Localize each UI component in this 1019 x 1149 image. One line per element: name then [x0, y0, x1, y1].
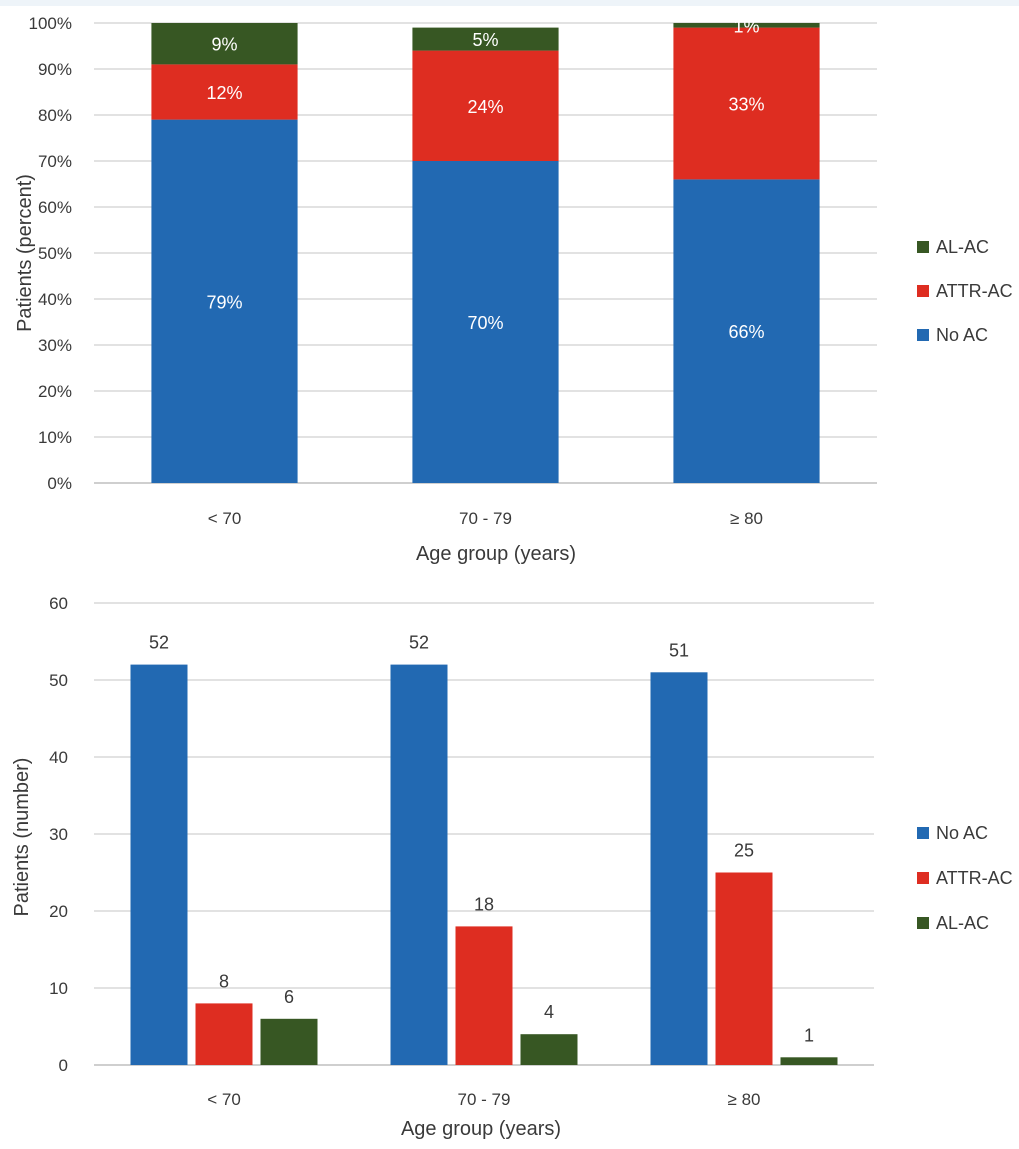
y-tick-label: 50 [49, 671, 68, 690]
bar-attr-ac [455, 926, 513, 1065]
bar-al-ac [260, 1018, 318, 1065]
data-label: 70% [467, 313, 503, 333]
legend-label: AL-AC [936, 237, 989, 257]
bar-no-ac [390, 664, 448, 1065]
y-tick-label: 10% [38, 428, 72, 447]
data-label: 52 [149, 633, 169, 653]
data-label: 5% [472, 30, 498, 50]
bar-attr-ac [715, 872, 773, 1065]
legend-label: ATTR-AC [936, 281, 1013, 301]
legend-label: ATTR-AC [936, 868, 1013, 888]
y-tick-label: 0 [59, 1056, 68, 1075]
bar-al-ac [520, 1034, 578, 1065]
y-tick-label: 70% [38, 152, 72, 171]
x-tick-label: 70 - 79 [458, 1090, 511, 1109]
data-label: 9% [211, 35, 237, 55]
bar-no-ac [130, 664, 188, 1065]
y-tick-labels: 0 10 20 30 40 50 60 [49, 594, 68, 1075]
data-label: 24% [467, 97, 503, 117]
y-tick-label: 80% [38, 106, 72, 125]
top-strip [0, 0, 1019, 6]
bar-no-ac [151, 119, 298, 483]
legend-label: No AC [936, 823, 988, 843]
y-tick-label: 60 [49, 594, 68, 613]
data-label: 6 [284, 987, 294, 1007]
legend: AL-AC ATTR-AC No AC [917, 237, 1013, 345]
bar-attr-ac [412, 50, 559, 161]
legend-swatch [917, 241, 929, 253]
data-label: 51 [669, 640, 689, 660]
x-tick-labels: < 70 70 - 79 ≥ 80 [208, 509, 763, 528]
y-tick-label: 100% [29, 14, 72, 33]
data-label: 25 [734, 841, 754, 861]
x-tick-labels: < 70 70 - 79 ≥ 80 [207, 1090, 760, 1109]
legend-swatch [917, 329, 929, 341]
stacked-percent-chart: 0% 10% 20% 30% 40% 50% 60% 70% 80% 90% 100% 79% 12%… [14, 14, 1013, 565]
data-label: 8 [219, 971, 229, 991]
y-tick-label: 20% [38, 382, 72, 401]
data-label: 66% [728, 322, 764, 342]
x-tick-label: < 70 [207, 1090, 241, 1109]
bar-no-ac [412, 161, 559, 483]
bar-al-ac [780, 1057, 838, 1065]
y-tick-label: 30% [38, 336, 72, 355]
y-tick-label: 40 [49, 748, 68, 767]
data-label: 4 [544, 1002, 554, 1022]
x-axis-label: Age group (years) [416, 543, 576, 565]
y-tick-label: 90% [38, 60, 72, 79]
y-tick-label: 60% [38, 198, 72, 217]
bar-no-ac [673, 179, 820, 483]
legend: No AC ATTR-AC AL-AC [917, 823, 1013, 933]
x-axis-label: Age group (years) [401, 1118, 561, 1140]
x-tick-label: ≥ 80 [728, 1090, 761, 1109]
data-label: 18 [474, 894, 494, 914]
data-label: 12% [206, 83, 242, 103]
bar-no-ac [650, 672, 708, 1065]
legend-swatch [917, 917, 929, 929]
legend-label: AL-AC [936, 913, 989, 933]
legend-swatch [917, 872, 929, 884]
bar-al-ac [151, 23, 298, 65]
y-tick-label: 40% [38, 290, 72, 309]
bars [130, 664, 838, 1065]
bar-attr-ac [195, 1003, 253, 1065]
legend-swatch [917, 285, 929, 297]
y-tick-label: 0% [47, 474, 72, 493]
bar-al-ac [673, 23, 820, 28]
data-label: 33% [728, 95, 764, 115]
legend-swatch [917, 827, 929, 839]
y-tick-label: 20 [49, 902, 68, 921]
data-label: 52 [409, 633, 429, 653]
data-label: 1% [733, 16, 759, 36]
bar-attr-ac [673, 27, 820, 180]
bar-attr-ac [151, 64, 298, 120]
y-tick-label: 10 [49, 979, 68, 998]
bar-al-ac [412, 27, 559, 51]
data-label: 79% [206, 292, 242, 312]
data-label: 1 [804, 1025, 814, 1045]
bars [151, 23, 820, 483]
y-axis-label: Patients (number) [11, 758, 33, 917]
x-tick-label: ≥ 80 [730, 509, 763, 528]
x-tick-label: 70 - 79 [459, 509, 512, 528]
x-tick-label: < 70 [208, 509, 242, 528]
y-tick-label: 30 [49, 825, 68, 844]
legend-label: No AC [936, 325, 988, 345]
y-tick-labels: 0% 10% 20% 30% 40% 50% 60% 70% 80% 90% 100% [29, 14, 72, 493]
y-axis-label: Patients (percent) [14, 174, 36, 332]
y-tick-label: 50% [38, 244, 72, 263]
data-labels: 79% 12% 9% 70% 24% 5% 66% 33% 1% [206, 16, 764, 342]
